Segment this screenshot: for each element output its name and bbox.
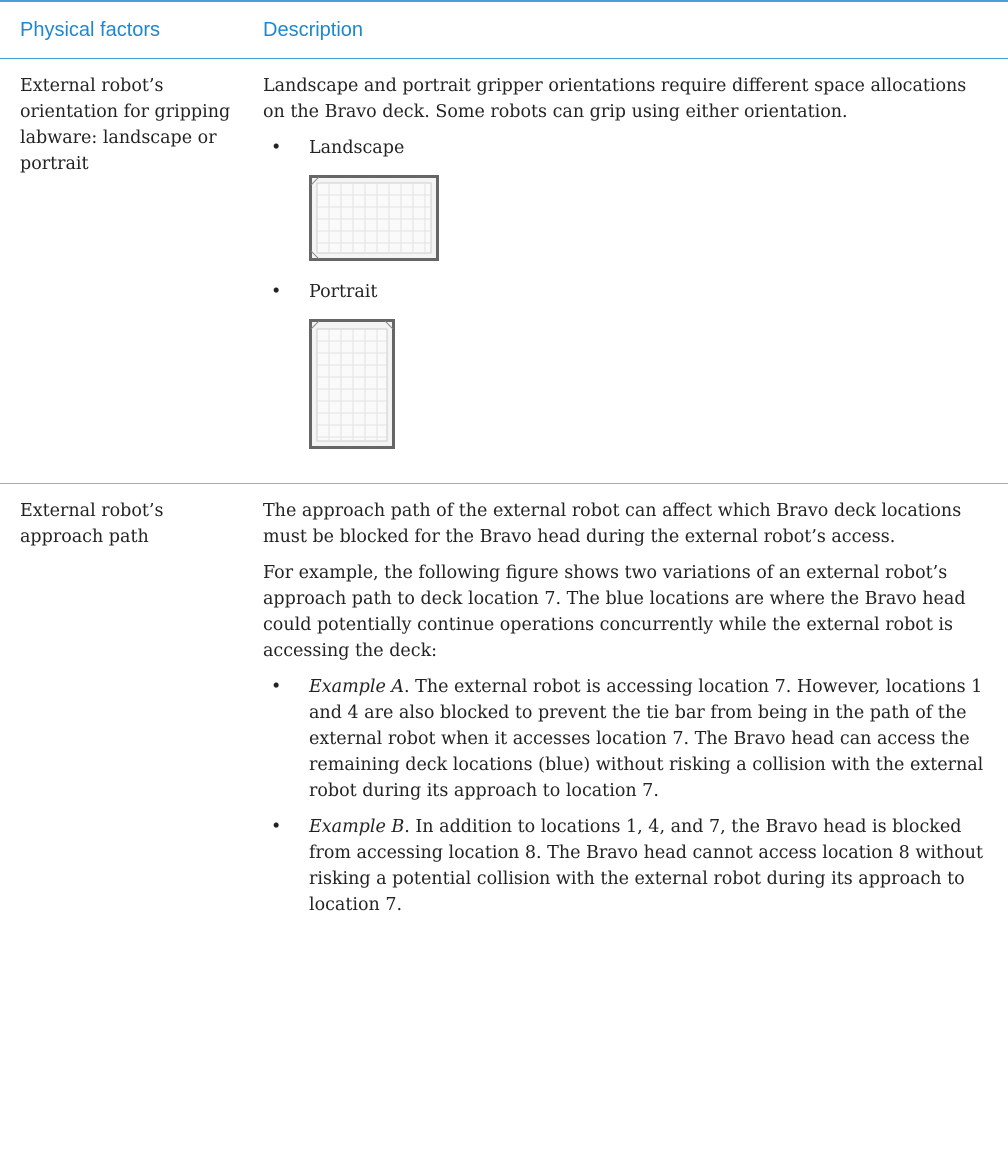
bullet: • Example A. The external robot is access…	[271, 677, 984, 801]
table-row: External robot’s approach path The appro…	[0, 484, 1008, 944]
table-row: External robot’s orientation for grippin…	[0, 59, 1008, 484]
bullet: • Example B. In addition to locations 1, …	[271, 817, 984, 915]
bullet: • Portrait	[263, 279, 988, 305]
paragraph: Landscape and portrait gripper orientati…	[263, 76, 967, 122]
bullet-text: . In addition to locations 1, 4, and 7, …	[309, 817, 984, 915]
bullet: • Landscape	[263, 135, 988, 161]
table-header: Physical factors Description	[0, 0, 1008, 59]
paragraph: The approach path of the external robot …	[263, 501, 962, 547]
description-cell: Landscape and portrait gripper orientati…	[263, 73, 988, 467]
landscape-plate-icon	[309, 175, 439, 261]
factor-cell: External robot’s approach path	[20, 501, 164, 547]
factor-cell: External robot’s orientation for grippin…	[20, 76, 231, 174]
bullet-label: Example B	[309, 817, 405, 837]
bullet-label: Example A	[309, 677, 405, 697]
portrait-plate-icon	[309, 319, 395, 449]
header-cell: Physical factors	[20, 18, 161, 41]
bullet-text: . The external robot is accessing locati…	[309, 677, 984, 801]
bullet-text: Landscape	[309, 138, 405, 158]
description-cell: The approach path of the external robot …	[263, 498, 988, 928]
header-cell: Description	[263, 18, 364, 41]
bullet-text: Portrait	[309, 282, 378, 302]
paragraph: For example, the following figure shows …	[263, 563, 966, 661]
